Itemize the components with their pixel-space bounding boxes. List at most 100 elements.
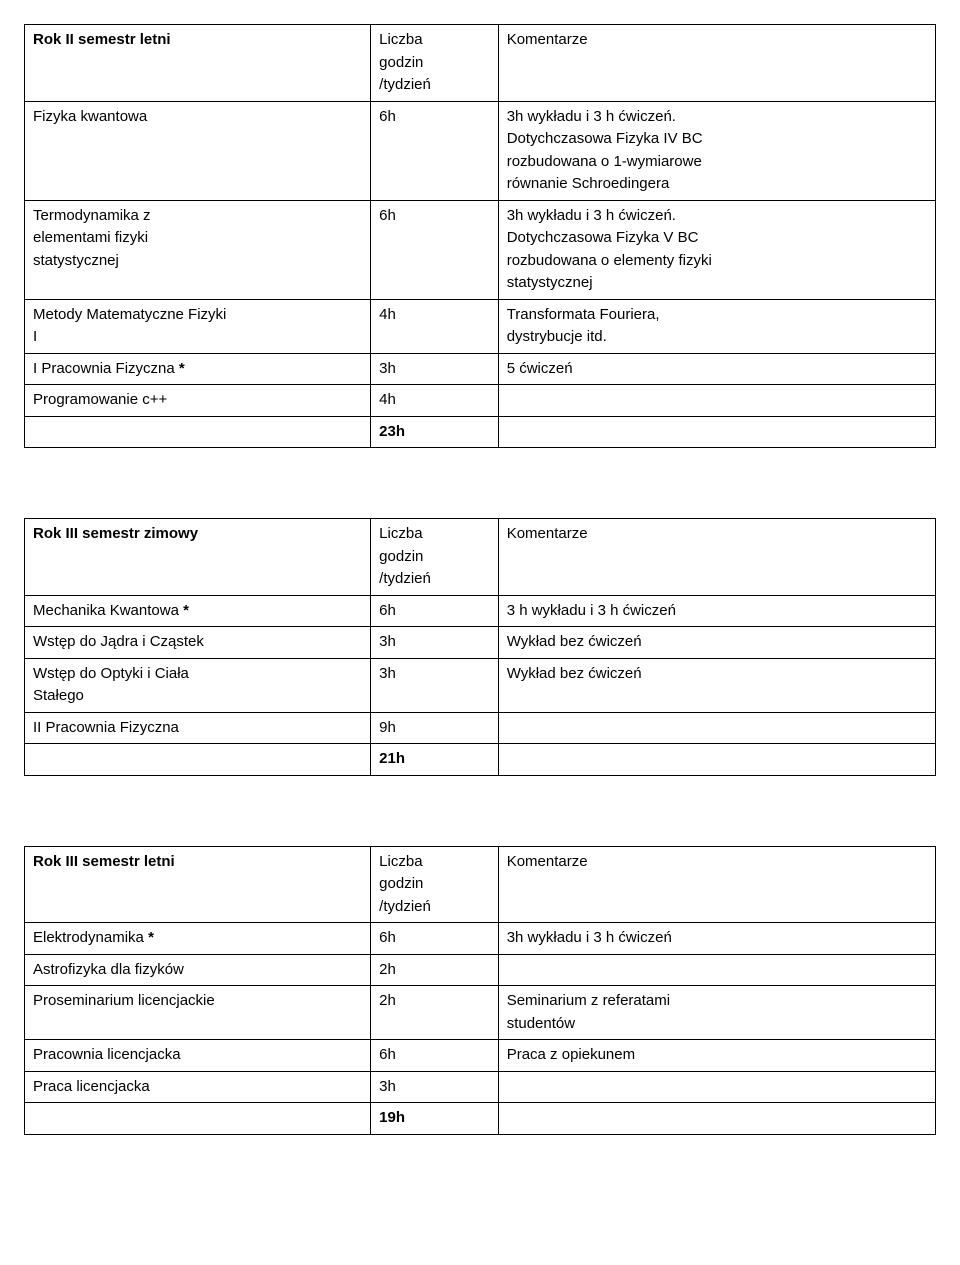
text: 3h <box>379 665 396 682</box>
text: 3h <box>379 360 396 377</box>
cell: 3h <box>371 658 499 712</box>
cell: 2h <box>371 986 499 1040</box>
text: II Pracownia Fizyczna <box>33 719 179 736</box>
text: równanie Schroedingera <box>507 175 670 192</box>
text: 4h <box>379 391 396 408</box>
total-text: 19h <box>379 1109 405 1126</box>
header-cell: Liczba godzin /tydzień <box>371 519 499 596</box>
table-row: Pracownia licencjacka 6h Praca z opiekun… <box>25 1040 936 1072</box>
cell: Praca z opiekunem <box>498 1040 935 1072</box>
table-row: Metody Matematyczne Fizyki I 4h Transfor… <box>25 299 936 353</box>
table-row: Praca licencjacka 3h <box>25 1071 936 1103</box>
cell: 3h <box>371 627 499 659</box>
table-row: 21h <box>25 744 936 776</box>
text: godzin <box>379 54 423 71</box>
cell: I Pracownia Fizyczna * <box>25 353 371 385</box>
cell: Termodynamika z elementami fizyki statys… <box>25 200 371 299</box>
text: Komentarze <box>507 525 588 542</box>
text: studentów <box>507 1015 575 1032</box>
cell: 4h <box>371 385 499 417</box>
text: statystycznej <box>507 274 593 291</box>
text: 3h <box>379 1078 396 1095</box>
cell: Praca licencjacka <box>25 1071 371 1103</box>
text: Liczba <box>379 525 422 542</box>
table-row: Fizyka kwantowa 6h 3h wykładu i 3 h ćwic… <box>25 101 936 200</box>
text: Mechanika Kwantowa <box>33 602 183 619</box>
cell: Programowanie c++ <box>25 385 371 417</box>
header-cell: Komentarze <box>498 519 935 596</box>
text: Komentarze <box>507 853 588 870</box>
cell: Wykład bez ćwiczeń <box>498 627 935 659</box>
text: /tydzień <box>379 76 431 93</box>
text: rozbudowana o 1-wymiarowe <box>507 153 702 170</box>
text: Praca z opiekunem <box>507 1046 635 1063</box>
cell: Wykład bez ćwiczeń <box>498 658 935 712</box>
cell: Astrofizyka dla fizyków <box>25 954 371 986</box>
text: I <box>33 328 37 345</box>
cell: 3h wykładu i 3 h ćwiczeń. Dotychczasowa … <box>498 200 935 299</box>
table-rok3-zimowy: Rok III semestr zimowy Liczba godzin /ty… <box>24 518 936 776</box>
cell: 21h <box>371 744 499 776</box>
header-cell: Komentarze <box>498 846 935 923</box>
text: Elektrodynamika <box>33 929 148 946</box>
text: Termodynamika z <box>33 207 151 224</box>
cell: Wstęp do Optyki i Ciała Stałego <box>25 658 371 712</box>
text: Wykład bez ćwiczeń <box>507 633 642 650</box>
cell <box>498 712 935 744</box>
header-cell: Komentarze <box>498 25 935 102</box>
text: 9h <box>379 719 396 736</box>
cell: 5 ćwiczeń <box>498 353 935 385</box>
text: Programowanie c++ <box>33 391 167 408</box>
text: elementami fizyki <box>33 229 148 246</box>
cell: Mechanika Kwantowa * <box>25 595 371 627</box>
cell: Pracownia licencjacka <box>25 1040 371 1072</box>
header-text: Rok II semestr letni <box>33 31 171 48</box>
text: Wykład bez ćwiczeń <box>507 665 642 682</box>
cell <box>498 416 935 448</box>
table-row: 19h <box>25 1103 936 1135</box>
text: Komentarze <box>507 31 588 48</box>
text: Pracownia licencjacka <box>33 1046 181 1063</box>
text: 5 ćwiczeń <box>507 360 573 377</box>
text: I Pracownia Fizyczna <box>33 360 179 377</box>
asterisk: * <box>179 360 185 377</box>
text: Dotychczasowa Fizyka V BC <box>507 229 699 246</box>
header-text: Rok III semestr zimowy <box>33 525 198 542</box>
table-row: I Pracownia Fizyczna * 3h 5 ćwiczeń <box>25 353 936 385</box>
cell: 6h <box>371 923 499 955</box>
text: Astrofizyka dla fizyków <box>33 961 184 978</box>
text: Dotychczasowa Fizyka IV BC <box>507 130 703 147</box>
table-row: Termodynamika z elementami fizyki statys… <box>25 200 936 299</box>
cell: 6h <box>371 200 499 299</box>
cell <box>498 1071 935 1103</box>
total-text: 23h <box>379 423 405 440</box>
text: 6h <box>379 207 396 224</box>
header-text: Rok III semestr letni <box>33 853 175 870</box>
cell: 4h <box>371 299 499 353</box>
header-cell: Liczba godzin /tydzień <box>371 846 499 923</box>
table-row: Astrofizyka dla fizyków 2h <box>25 954 936 986</box>
text: Praca licencjacka <box>33 1078 150 1095</box>
text: /tydzień <box>379 898 431 915</box>
text: /tydzień <box>379 570 431 587</box>
cell: Transformata Fouriera, dystrybucje itd. <box>498 299 935 353</box>
asterisk: * <box>148 929 154 946</box>
text: dystrybucje itd. <box>507 328 607 345</box>
text: rozbudowana o elementy fizyki <box>507 252 712 269</box>
cell: Fizyka kwantowa <box>25 101 371 200</box>
text: Fizyka kwantowa <box>33 108 147 125</box>
cell: 3h wykładu i 3 h ćwiczeń. Dotychczasowa … <box>498 101 935 200</box>
text: Liczba <box>379 853 422 870</box>
text: 4h <box>379 306 396 323</box>
header-cell: Rok II semestr letni <box>25 25 371 102</box>
cell: 6h <box>371 595 499 627</box>
cell: 2h <box>371 954 499 986</box>
cell: Elektrodynamika * <box>25 923 371 955</box>
text: 3h wykładu i 3 h ćwiczeń <box>507 929 672 946</box>
table-row: 23h <box>25 416 936 448</box>
text: Transformata Fouriera, <box>507 306 660 323</box>
cell: 3h <box>371 1071 499 1103</box>
cell: 19h <box>371 1103 499 1135</box>
text: Seminarium z referatami <box>507 992 670 1009</box>
cell: Proseminarium licencjackie <box>25 986 371 1040</box>
